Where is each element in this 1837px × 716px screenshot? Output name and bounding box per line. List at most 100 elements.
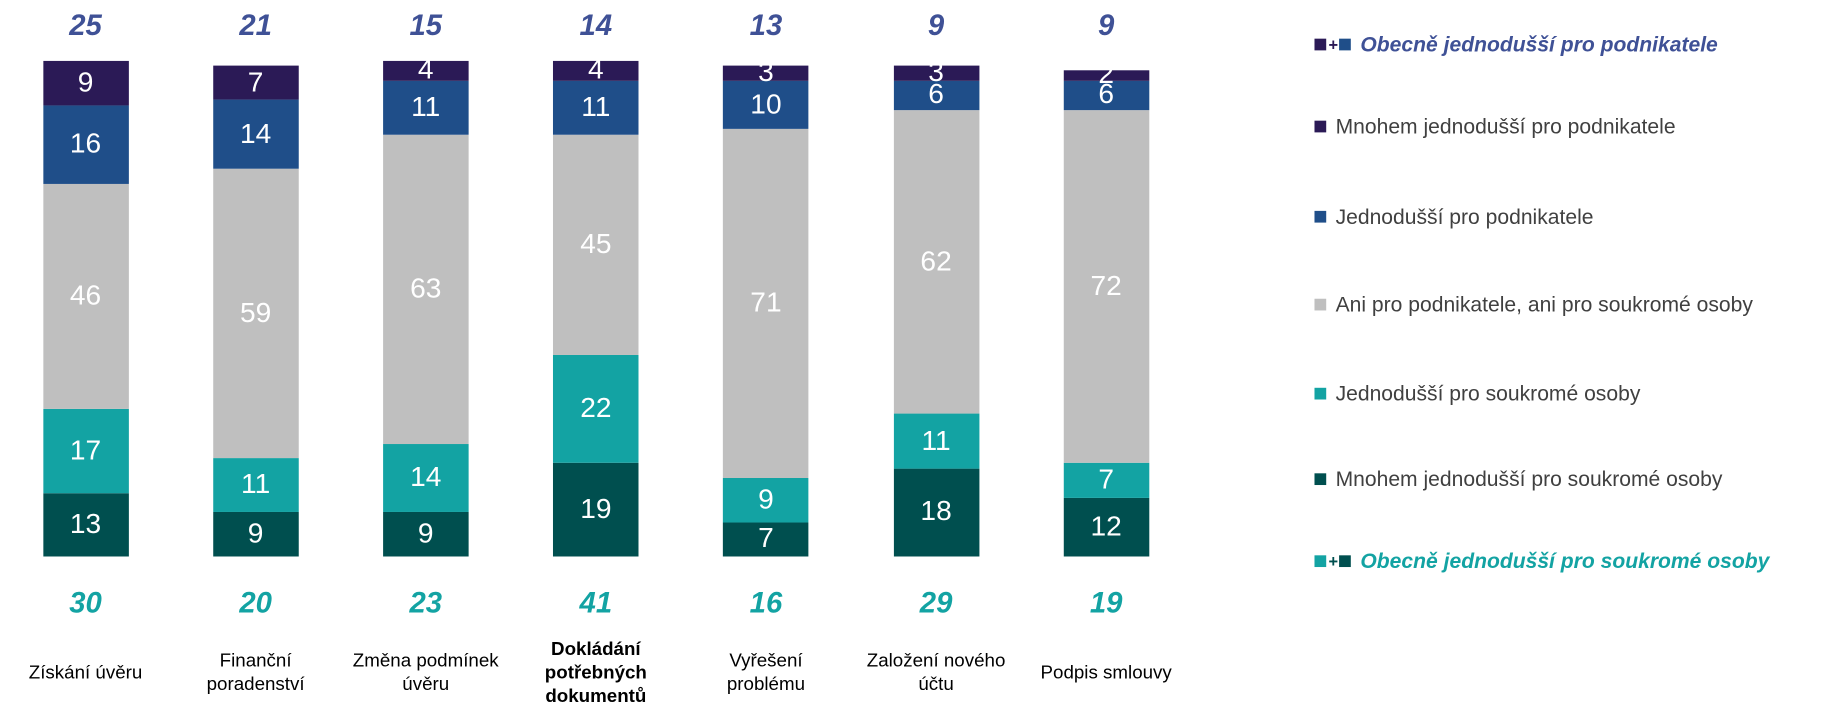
legend-label: Mnohem jednodušší pro podnikatele <box>1335 114 1676 138</box>
value-label: 7 <box>1098 463 1114 496</box>
value-label: 2 <box>1098 59 1114 91</box>
bar-segment <box>723 80 809 130</box>
top-total: 9 <box>1098 9 1115 43</box>
bar-segment <box>553 134 639 356</box>
value-label: 9 <box>417 517 434 550</box>
legend-label: Jednodušší pro soukromé osoby <box>1335 381 1641 405</box>
value-label: 19 <box>580 493 612 526</box>
bar-segment <box>382 80 469 135</box>
legend-swatch <box>1314 120 1327 133</box>
legend-item: Jednodušší pro soukromé osoby <box>1314 380 1640 408</box>
value-label: 6 <box>928 78 944 111</box>
bar-segment <box>1063 109 1149 464</box>
bar-segment <box>1063 463 1149 498</box>
bar-segment <box>212 99 299 169</box>
bar-segment <box>1063 80 1149 110</box>
legend-item: Jednodušší pro podnikatele <box>1314 203 1594 231</box>
legend-label: Obecně jednodušší pro podnikatele <box>1360 32 1718 56</box>
legend-swatch <box>1314 555 1327 568</box>
value-label: 17 <box>69 434 102 467</box>
legend-swatch <box>1314 298 1327 311</box>
legend-item: Mnohem jednodušší pro podnikatele <box>1314 112 1676 140</box>
bar-segment <box>723 522 809 557</box>
bar-segment <box>723 129 809 478</box>
value-label: 6 <box>1098 78 1114 111</box>
bar-segment <box>553 60 639 81</box>
value-label: 11 <box>921 424 951 457</box>
bar-segment <box>893 109 979 415</box>
bar-segment <box>893 468 979 557</box>
bar-segment <box>382 134 469 444</box>
bar-segment <box>382 443 469 513</box>
bar-segment <box>382 512 469 557</box>
value-label: 10 <box>750 88 782 121</box>
legend-swatch <box>1314 473 1327 486</box>
bottom-total: 20 <box>239 586 272 620</box>
legend-label: Mnohem jednodušší pro soukromé osoby <box>1335 466 1723 491</box>
legend-swatch <box>1339 38 1352 51</box>
bar-segment <box>212 458 299 513</box>
legend-label: Ani pro podnikatele, ani pro soukromé os… <box>1335 292 1753 316</box>
bottom-total: 30 <box>69 586 102 620</box>
bar-segment <box>893 65 979 81</box>
plus-sign: + <box>1328 35 1339 54</box>
value-label: 7 <box>758 522 774 555</box>
legend-label: Obecně jednodušší pro soukromé osoby <box>1360 548 1770 573</box>
bar-segment <box>382 60 469 81</box>
legend-swatch <box>1339 555 1352 568</box>
value-label: 63 <box>410 272 442 305</box>
bar-segment <box>212 168 299 459</box>
x-tick-label: Dokládání potřebných dokumentů <box>544 639 647 707</box>
legend-item: + Obecně jednodušší pro podnikatele <box>1314 30 1718 58</box>
value-label: 4 <box>588 54 604 86</box>
value-label: 12 <box>1090 510 1122 543</box>
bar-segment <box>893 414 979 469</box>
legend-label: Jednodušší pro podnikatele <box>1335 204 1594 228</box>
x-tick-label: Podpis smlouvy <box>1040 663 1172 684</box>
value-label: 13 <box>69 508 102 540</box>
bar-segment <box>42 104 129 184</box>
value-label: 18 <box>920 495 952 528</box>
legend-swatch <box>1314 210 1327 223</box>
legend-swatch <box>1314 387 1327 400</box>
value-label: 9 <box>758 483 774 516</box>
legend-item: Ani pro podnikatele, ani pro soukromé os… <box>1314 291 1753 319</box>
top-total: 9 <box>927 9 945 43</box>
bottom-total: 41 <box>579 586 613 620</box>
top-total: 13 <box>749 9 783 43</box>
value-label: 11 <box>411 90 441 123</box>
bar-segment <box>553 463 639 557</box>
value-label: 3 <box>928 56 944 89</box>
top-total: 14 <box>579 9 613 43</box>
bar-segment <box>42 492 129 557</box>
value-label: 3 <box>758 56 774 89</box>
value-label: 71 <box>750 287 782 319</box>
bar-segment <box>212 65 299 100</box>
value-label: 11 <box>581 90 611 123</box>
value-label: 45 <box>580 228 612 260</box>
x-tick-label: Získání úvěru <box>28 663 143 684</box>
legend-swatch <box>1314 38 1327 51</box>
bar-segment <box>553 355 639 464</box>
value-label: 14 <box>410 461 442 494</box>
bar-segment <box>42 60 129 105</box>
bar-segment <box>723 477 809 523</box>
top-total: 15 <box>409 9 443 43</box>
x-tick-label: Vyřešení problému <box>726 651 806 695</box>
bar-segment <box>42 183 129 410</box>
top-total: 21 <box>239 9 272 43</box>
value-label: 9 <box>247 517 264 550</box>
value-label: 7 <box>247 66 264 99</box>
legend-item: Mnohem jednodušší pro soukromé osoby <box>1314 465 1722 493</box>
x-tick-label: Finanční poradenství <box>206 651 305 695</box>
value-label: 4 <box>417 54 434 86</box>
value-label: 59 <box>239 297 272 329</box>
bar-segment <box>1063 70 1149 81</box>
bar-segment <box>42 409 129 493</box>
bar-segment <box>1063 497 1149 557</box>
bar-segment <box>212 512 299 557</box>
value-label: 22 <box>580 392 612 425</box>
value-label: 62 <box>920 245 952 278</box>
